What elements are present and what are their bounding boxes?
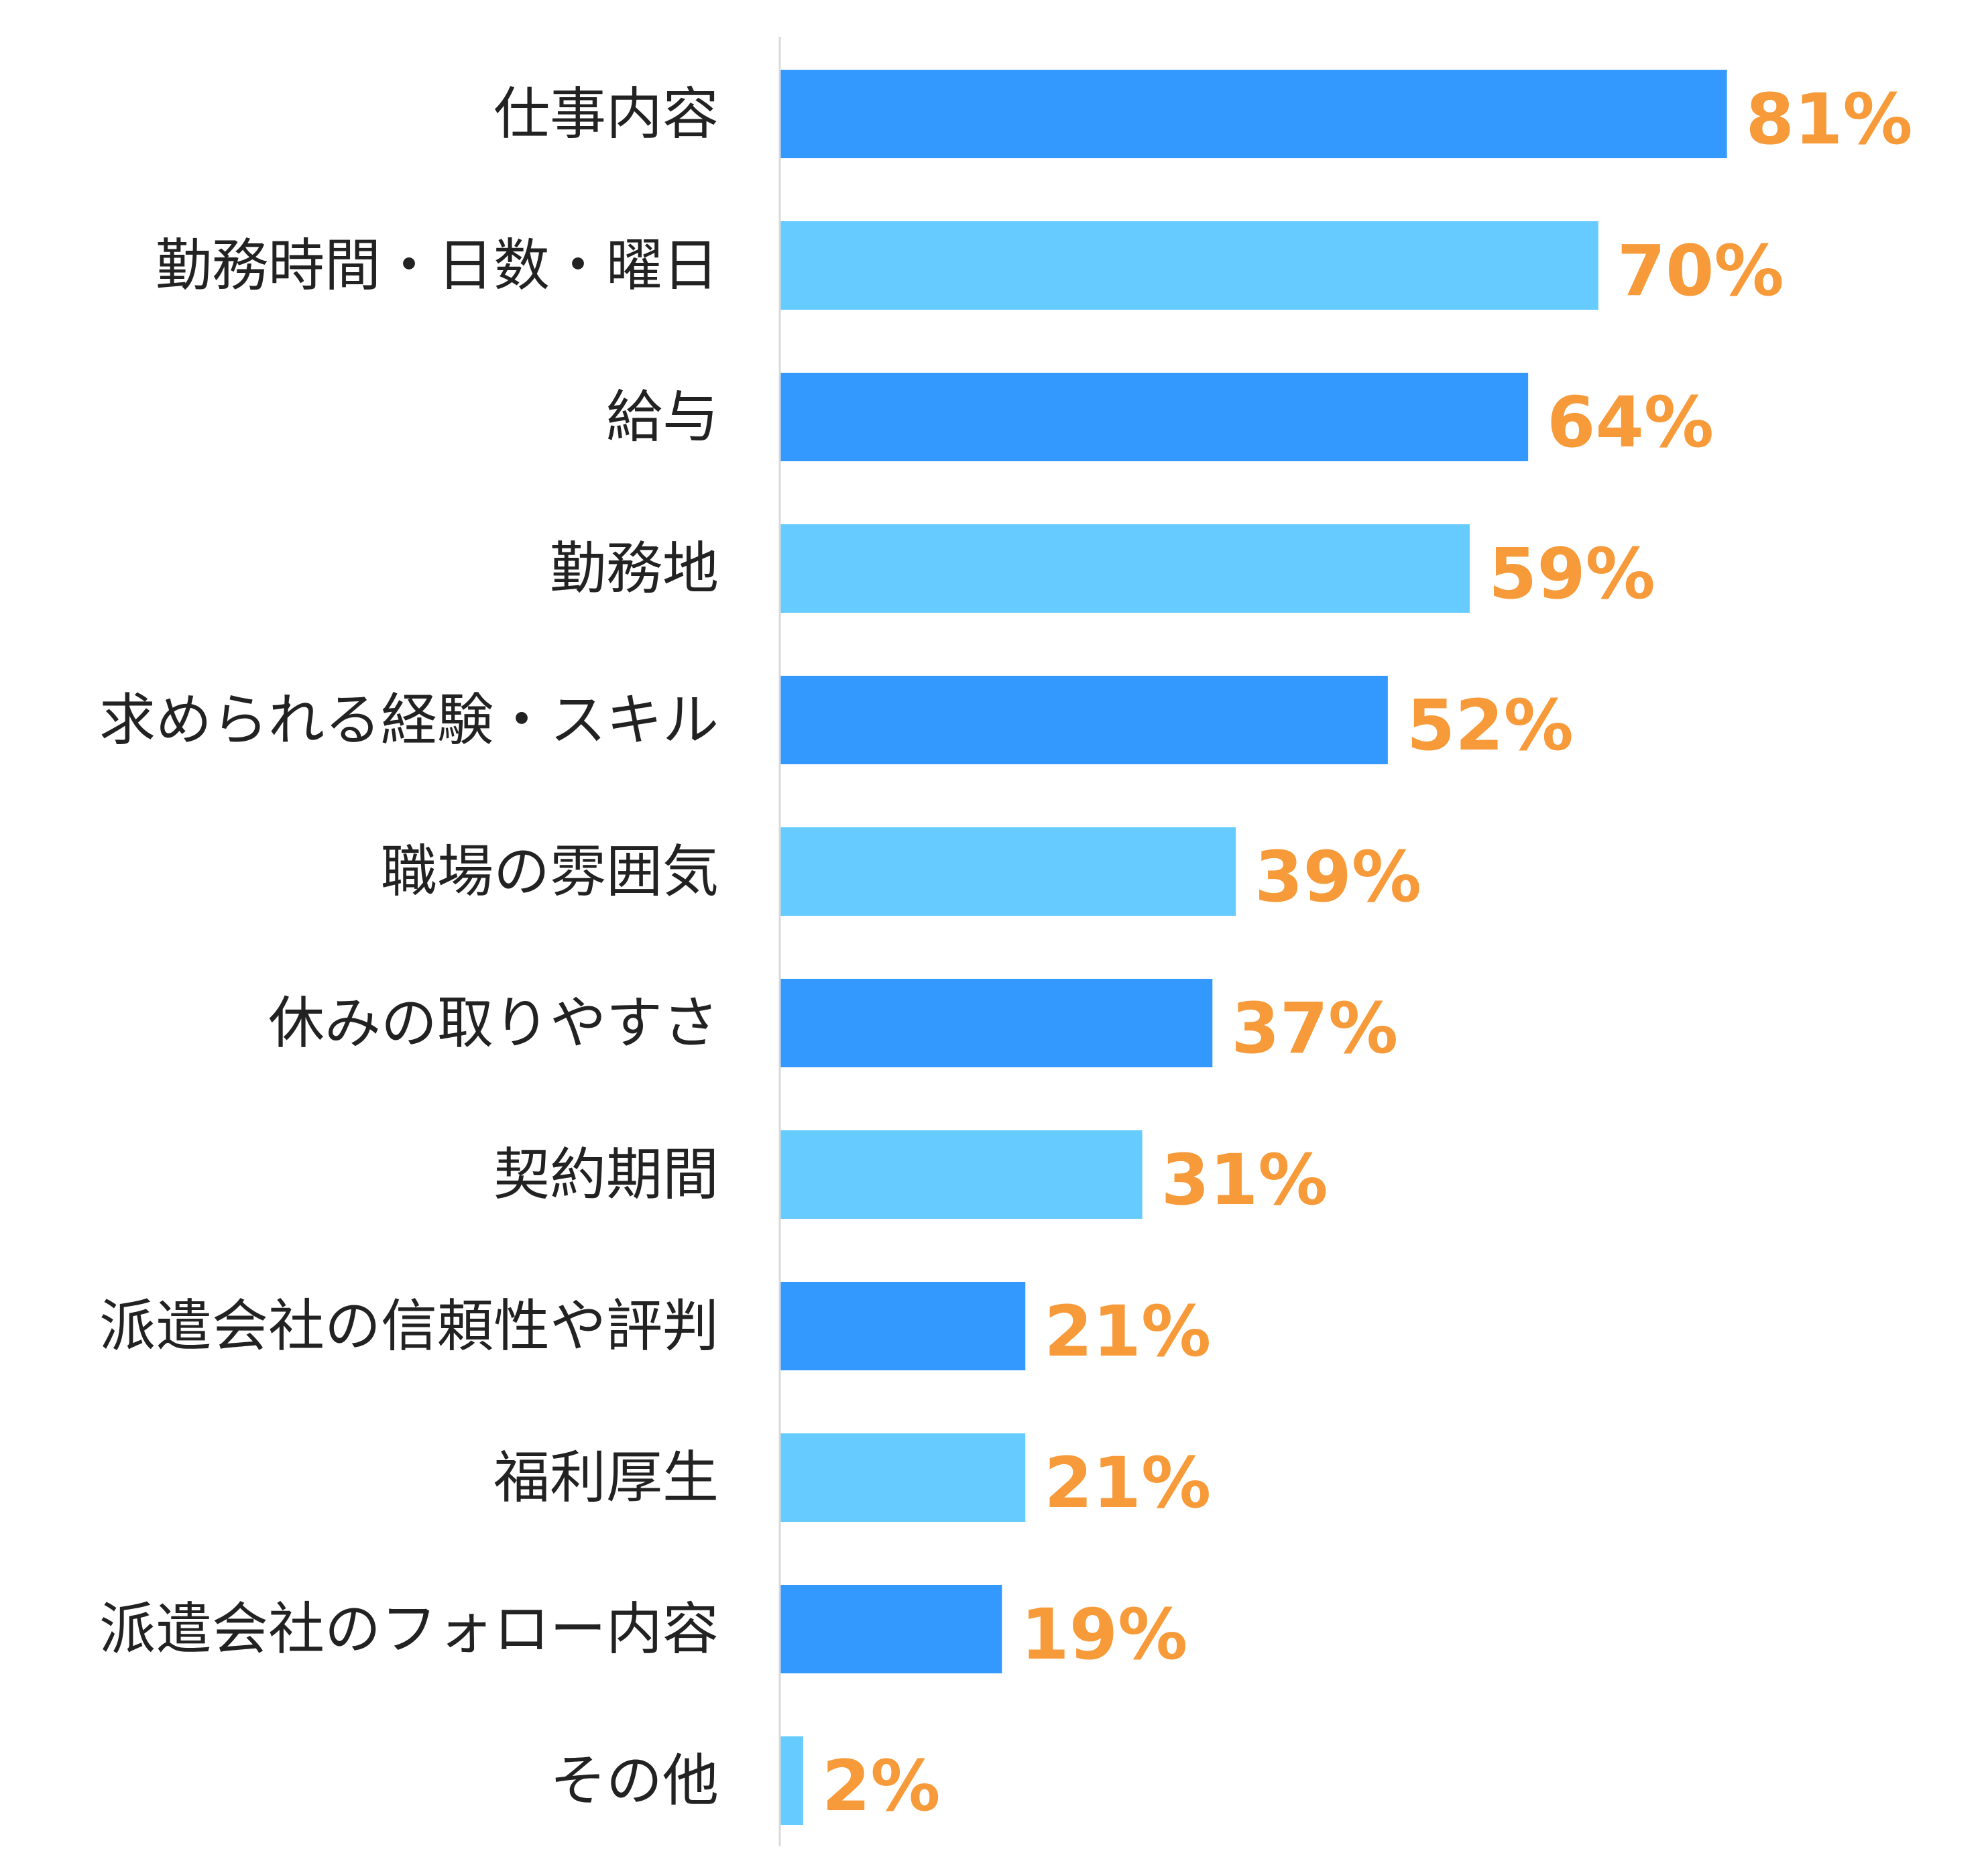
value-label-1: 81% bbox=[1746, 78, 1913, 160]
category-label-11: 派遣会社のフォロー内容 bbox=[99, 1596, 719, 1662]
category-label-12: その他 bbox=[550, 1748, 719, 1813]
value-label-4: 59% bbox=[1488, 533, 1655, 615]
value-label-11: 19% bbox=[1020, 1594, 1187, 1675]
bar-1 bbox=[780, 70, 1727, 158]
category-label-5: 求められる経験・スキル bbox=[99, 687, 719, 753]
bar-12 bbox=[780, 1736, 803, 1825]
bar-8 bbox=[780, 1130, 1143, 1219]
bar-2 bbox=[780, 221, 1598, 310]
value-label-5: 52% bbox=[1407, 684, 1574, 766]
value-label-12: 2% bbox=[822, 1745, 941, 1827]
category-label-3: 給与 bbox=[606, 384, 719, 450]
bars-layer bbox=[780, 70, 1727, 1825]
value-label-9: 21% bbox=[1044, 1291, 1211, 1372]
category-label-10: 福利厚生 bbox=[493, 1445, 719, 1510]
category-label-6: 職場の雰囲気 bbox=[381, 839, 719, 904]
category-label-7: 休みの取りやすさ bbox=[268, 990, 719, 1056]
category-label-2: 勤務時間・日数・曜日 bbox=[156, 233, 719, 298]
value-label-10: 21% bbox=[1044, 1442, 1211, 1524]
category-label-9: 派遣会社の信頼性や評判 bbox=[99, 1293, 719, 1359]
bar-5 bbox=[780, 676, 1388, 764]
bar-7 bbox=[780, 979, 1213, 1067]
value-label-8: 31% bbox=[1161, 1139, 1328, 1221]
bar-4 bbox=[780, 524, 1470, 613]
value-label-7: 37% bbox=[1231, 988, 1398, 1069]
bar-10 bbox=[780, 1433, 1026, 1522]
bar-9 bbox=[780, 1282, 1026, 1370]
category-label-8: 契約期間 bbox=[493, 1142, 719, 1207]
value-label-3: 64% bbox=[1547, 381, 1714, 463]
category-labels: 仕事内容勤務時間・日数・曜日給与勤務地求められる経験・スキル職場の雰囲気休みの取… bbox=[99, 81, 719, 1813]
value-labels: 81% 70% 64% 59% 52% 39% 37% 31% 21% 21% 19% 2% bbox=[822, 78, 1913, 1827]
bar-11 bbox=[780, 1585, 1002, 1673]
bar-3 bbox=[780, 373, 1529, 461]
category-label-4: 勤務地 bbox=[550, 536, 719, 601]
value-label-6: 39% bbox=[1254, 836, 1421, 918]
category-label-1: 仕事内容 bbox=[493, 81, 719, 147]
value-label-2: 70% bbox=[1617, 230, 1784, 312]
bar-6 bbox=[780, 827, 1236, 916]
